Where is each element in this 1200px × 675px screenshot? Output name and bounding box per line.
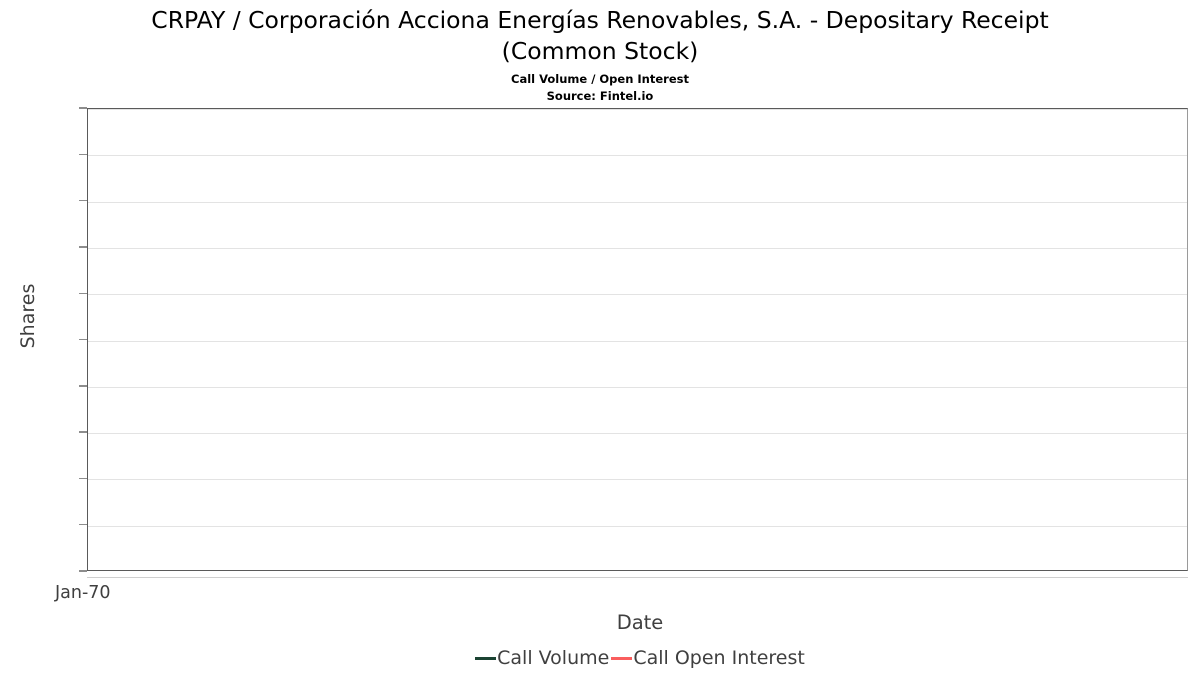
y-axis-tick-mark — [79, 246, 87, 248]
y-axis-tick-mark — [79, 431, 87, 433]
y-axis-tick-mark — [79, 292, 87, 294]
y-axis-tick-mark — [79, 199, 87, 202]
y-axis-tick-mark — [79, 570, 87, 572]
gridline — [88, 109, 1187, 110]
y-axis-label: Shares — [17, 283, 39, 349]
y-axis-tick-mark — [79, 153, 87, 155]
chart-subtitle: Call Volume / Open Interest — [511, 72, 689, 86]
y-axis-tick-mark — [79, 524, 87, 526]
gridline — [88, 155, 1187, 157]
chart-header: CRPAY / Corporación Acciona Energías Ren… — [0, 0, 1200, 105]
y-axis-tick-mark — [79, 385, 87, 387]
y-axis-tick-mark — [79, 477, 87, 480]
legend-item[interactable]: Call Open Interest — [611, 647, 805, 669]
x-axis-baseline-rule — [87, 577, 1188, 578]
x-axis-tick-label: Jan-70 — [55, 583, 111, 603]
chart-legend: Call Volume Call Open Interest — [0, 647, 1200, 669]
gridline — [88, 525, 1187, 527]
legend-line-swatch-icon — [611, 656, 633, 660]
y-axis-tick-mark — [79, 107, 87, 109]
chart-title-line-1: CRPAY / Corporación Acciona Energías Ren… — [151, 6, 1049, 34]
gridline — [88, 386, 1187, 388]
legend-item-label: Call Open Interest — [633, 647, 805, 669]
gridline — [88, 201, 1187, 203]
legend-item-label: Call Volume — [497, 647, 610, 669]
y-axis-tick-mark — [79, 338, 87, 341]
x-axis-label: Date — [616, 611, 664, 634]
gridline — [88, 247, 1187, 249]
legend-line-swatch-icon — [475, 656, 497, 660]
page-title: CRPAY / Corporación Acciona Energías Ren… — [0, 0, 1200, 67]
legend-item[interactable]: Call Volume — [475, 647, 609, 669]
chart-source-attribution: Source: Fintel.io — [546, 89, 654, 103]
plot-area — [87, 108, 1188, 571]
chart-title-line-2: (Common Stock) — [501, 37, 699, 65]
gridlines — [88, 109, 1187, 570]
gridline — [88, 294, 1187, 296]
gridline — [88, 340, 1187, 342]
gridline — [88, 479, 1187, 481]
gridline — [88, 433, 1187, 435]
